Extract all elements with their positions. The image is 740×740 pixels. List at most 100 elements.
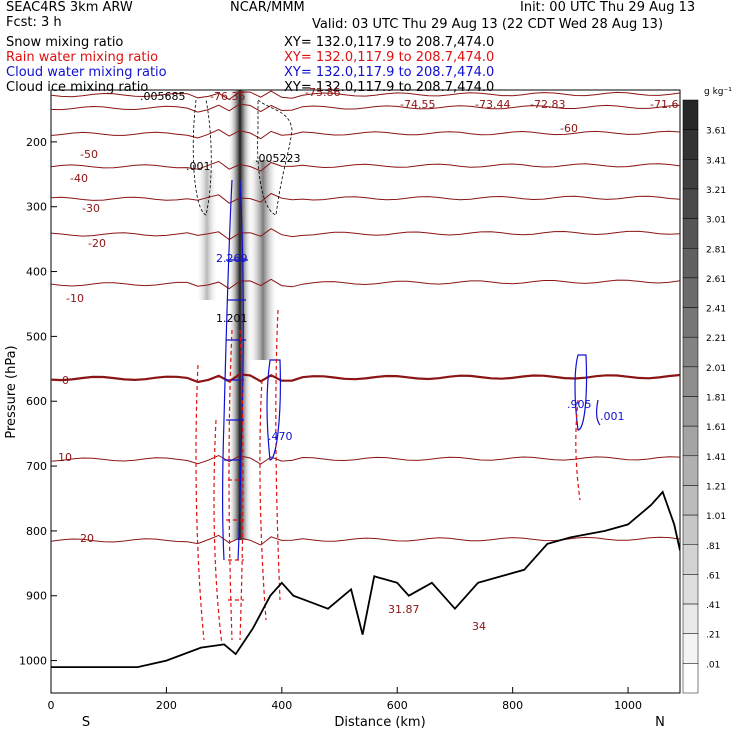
y-axis-label: Pressure (hPa) <box>4 345 19 438</box>
shading-column-secondary <box>248 160 278 360</box>
colorbar-label: 1.81 <box>706 394 726 404</box>
field-cloudice-xy: XY= 132.0,117.9 to 208.7,474.0 <box>284 80 495 95</box>
field-snow-xy: XY= 132.0,117.9 to 208.7,474.0 <box>284 35 495 50</box>
colorbar-label: 3.41 <box>706 156 726 166</box>
isotherm-label: -10 <box>66 292 84 305</box>
colorbar-label: 1.01 <box>706 512 726 522</box>
y-tick-label: 500 <box>26 330 47 343</box>
colorbar-swatch <box>682 574 699 605</box>
colorbar-label: .01 <box>706 660 720 670</box>
colorbar-swatch <box>682 218 699 249</box>
colorbar-label: .81 <box>706 542 720 552</box>
terrain-line <box>51 490 680 668</box>
colorbar-swatch <box>682 544 699 575</box>
isotherm-line <box>51 90 680 100</box>
isotherm-label: -20 <box>88 237 106 250</box>
isotherm-label: -72.83 <box>530 98 565 111</box>
forecast-hour: Fcst: 3 h <box>6 15 62 30</box>
colorbar-swatch <box>682 129 699 160</box>
isotherm-label: -30 <box>82 202 100 215</box>
colorbar-label: 3.61 <box>706 127 726 137</box>
contour-value-label: .001 <box>186 160 211 173</box>
colorbar-unit: g kg⁻¹ <box>704 87 732 97</box>
cloud-ice-contours <box>192 99 293 216</box>
y-tick-label: 700 <box>26 460 47 473</box>
contour-value-label: 31.87 <box>388 603 420 616</box>
isotherm-label: -71.6 <box>650 98 678 111</box>
isotherm-label: 0 <box>62 374 69 387</box>
contour-value-label: 34 <box>472 620 486 633</box>
colorbar-label: 3.01 <box>706 216 726 226</box>
field-snow-name: Snow mixing ratio <box>6 35 124 50</box>
colorbar: 3.61 3.41 3.21 3.01 2.81 2.61 2.41 2.21 2.01 1.81… <box>682 99 726 694</box>
colorbar-swatch <box>682 633 699 664</box>
y-tick-label: 1000 <box>19 655 47 668</box>
colorbar-swatch <box>682 277 699 308</box>
contour-value-label: 2.269 <box>216 252 248 265</box>
colorbar-swatch <box>682 603 699 634</box>
isotherm-line <box>51 454 680 465</box>
colorbar-swatch <box>682 425 699 457</box>
isotherm-label: -50 <box>80 148 98 161</box>
contour-value-label: 1.201 <box>216 312 248 325</box>
center-name: NCAR/MMM <box>230 0 305 15</box>
x-tick-label: 400 <box>271 699 292 712</box>
isotherm-line <box>51 373 680 384</box>
isotherm-label: -60 <box>560 122 578 135</box>
contour-value-label: .001 <box>600 410 625 423</box>
field-rain-name: Rain water mixing ratio <box>6 50 159 65</box>
colorbar-label: .41 <box>706 601 720 611</box>
colorbar-swatch <box>682 663 699 694</box>
colorbar-label: 1.21 <box>706 482 726 492</box>
colorbar-swatch <box>682 188 699 219</box>
shading-column-left <box>196 170 218 300</box>
colorbar-swatch <box>682 485 699 516</box>
isotherm-label: -75.86 <box>305 86 340 99</box>
contour-value-label: .470 <box>268 430 293 443</box>
plot-frame <box>50 89 681 694</box>
isotherm-label: -74.55 <box>400 98 435 111</box>
isotherm-line <box>51 534 680 546</box>
colorbar-swatch <box>682 455 699 486</box>
colorbar-label: 2.41 <box>706 305 726 315</box>
colorbar-label: 2.01 <box>706 364 726 374</box>
colorbar-label: .21 <box>706 631 720 641</box>
isotherm-line <box>51 129 680 140</box>
x-tick-label: 600 <box>387 699 408 712</box>
isotherm-label: 10 <box>58 451 72 464</box>
colorbar-label: 2.21 <box>706 334 726 344</box>
cloud-water-contours <box>221 179 601 561</box>
rain-water-contours <box>195 309 581 646</box>
isotherm-label: 20 <box>80 532 94 545</box>
isotherm-line <box>51 192 680 204</box>
x-tick-label: 200 <box>156 699 177 712</box>
y-tick-label: 400 <box>26 266 47 279</box>
colorbar-label: 3.21 <box>706 186 726 196</box>
colorbar-swatch <box>682 396 699 427</box>
x-tick-label: 0 <box>48 699 55 712</box>
colorbar-label: .61 <box>706 571 720 581</box>
y-tick-label: 600 <box>26 395 47 408</box>
colorbar-label: 1.61 <box>706 423 726 433</box>
y-tick-label: 300 <box>26 201 47 214</box>
isotherm-label: -40 <box>70 172 88 185</box>
colorbar-label: 2.61 <box>706 275 726 285</box>
model-title: SEAC4RS 3km ARW <box>6 0 133 15</box>
colorbar-swatch <box>682 159 699 190</box>
colorbar-label: 1.41 <box>706 453 726 463</box>
colorbar-swatch <box>682 336 699 368</box>
colorbar-label: 2.81 <box>706 245 726 255</box>
contour-value-label: .905 <box>567 398 592 411</box>
colorbar-swatch <box>682 366 699 397</box>
colorbar-swatch <box>682 307 699 338</box>
colorbar-swatch <box>682 514 699 545</box>
isotherm-line <box>51 278 680 290</box>
isotherm-label: -76.35 <box>210 90 245 103</box>
contour-value-label: .005685 <box>140 90 186 103</box>
colorbar-swatch <box>682 99 699 130</box>
x-end-label-south: S <box>82 715 90 730</box>
field-rain-xy: XY= 132.0,117.9 to 208.7,474.0 <box>284 50 495 65</box>
isotherm-line <box>51 160 680 172</box>
colorbar-swatch <box>682 248 699 279</box>
